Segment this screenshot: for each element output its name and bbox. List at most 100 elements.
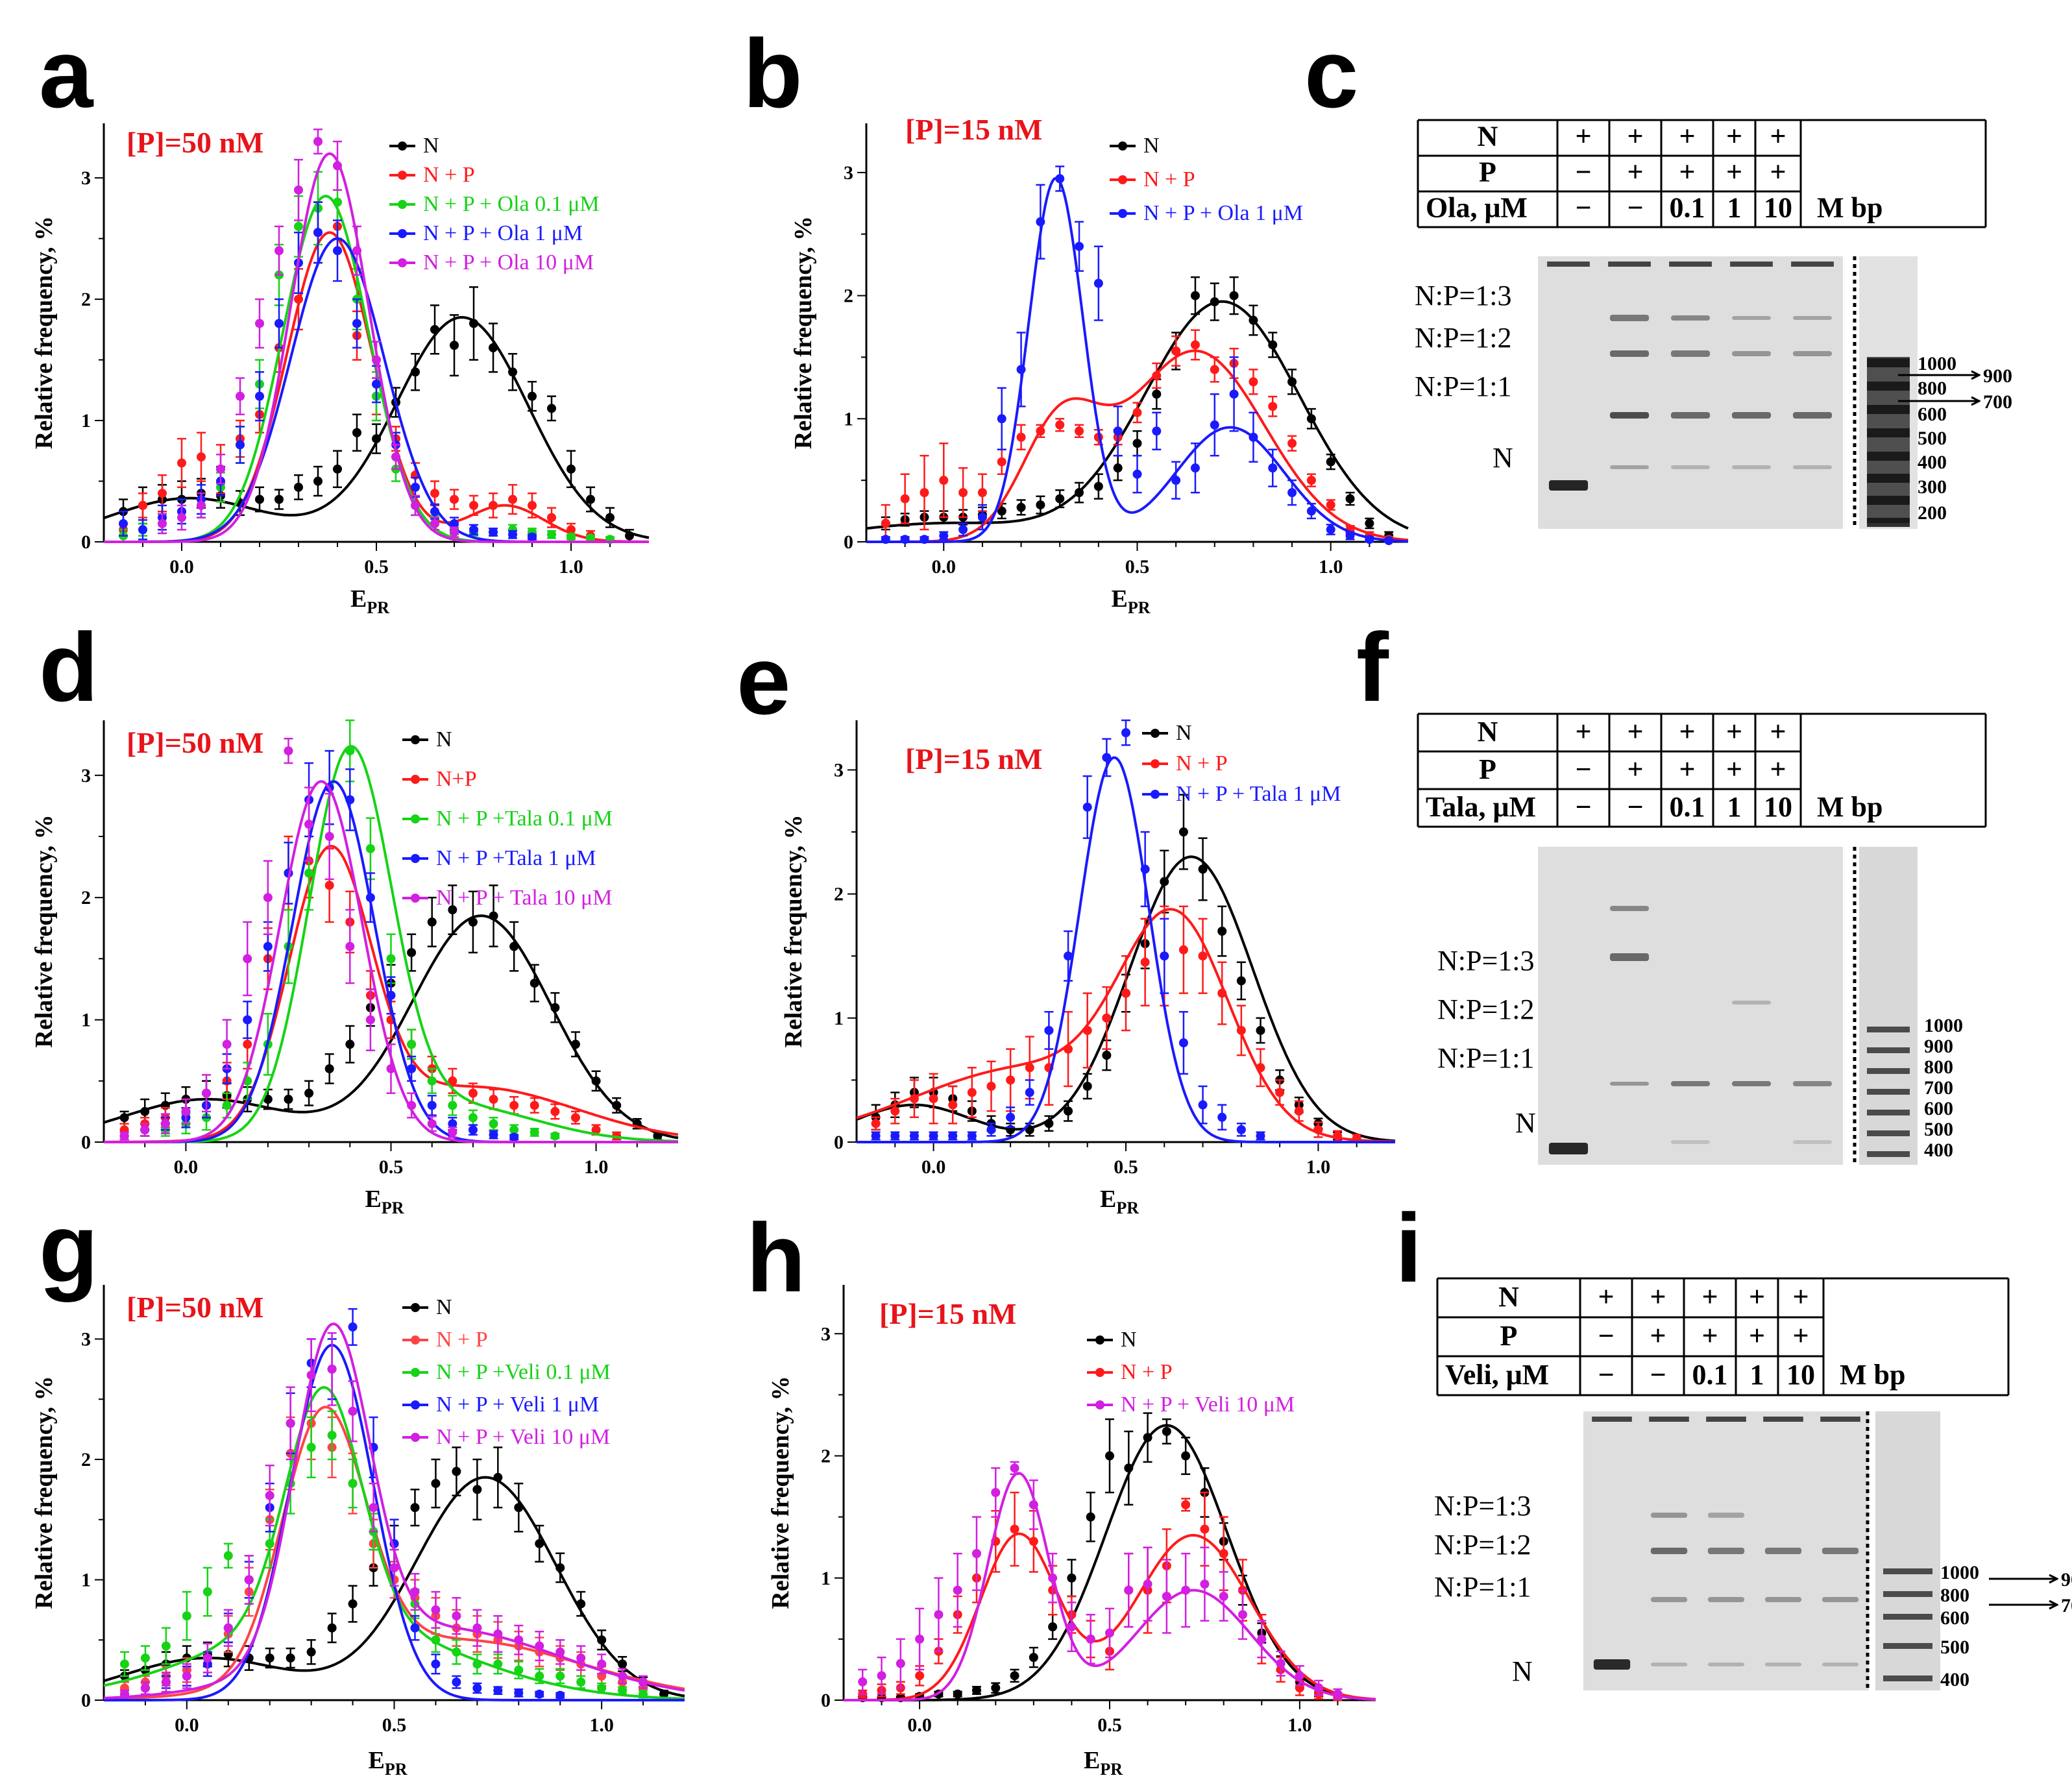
data-point (1016, 432, 1026, 442)
data-point (1132, 439, 1142, 448)
data-point (871, 1119, 881, 1128)
data-point (431, 1479, 441, 1489)
y-tick-label: 2 (81, 289, 91, 310)
legend-marker (1118, 209, 1127, 218)
y-tick-label: 1 (844, 408, 853, 430)
data-point (929, 1131, 938, 1141)
fit-curve (857, 756, 1395, 1143)
table-cell: 1 (1727, 192, 1742, 224)
data-point (372, 434, 381, 444)
condition-label: [P]=50 nM (127, 1291, 263, 1324)
panel-letter-g: g (39, 1193, 99, 1302)
x-tick-label: 0.5 (1114, 1156, 1138, 1178)
ladder-size-label: 400 (1940, 1669, 1969, 1690)
table-row-label: Tala, μM (1426, 791, 1536, 823)
legend-label: N + P +Tala 1 μM (436, 846, 596, 870)
series-4: N + P + Tala 10 μM (104, 738, 678, 1143)
fit-curve (103, 1385, 685, 1700)
data-point (591, 1125, 601, 1135)
data-point (1162, 1592, 1171, 1601)
ladder-size-label: 800 (1924, 1056, 1953, 1078)
legend-marker (1151, 759, 1160, 768)
data-point (427, 917, 437, 927)
legend-label: N + P + Ola 0.1 μM (423, 192, 600, 216)
data-point (1178, 827, 1188, 837)
legend-label: N + P + Ola 1 μM (423, 221, 583, 245)
data-point (1010, 1524, 1019, 1534)
x-tick-label: 1.0 (1287, 1714, 1312, 1736)
data-point (236, 440, 245, 450)
table-cell: + (1726, 121, 1742, 152)
gel-band (1822, 1663, 1859, 1666)
data-point (345, 942, 355, 951)
table-row-label: N (1478, 121, 1498, 152)
data-point (858, 1677, 868, 1687)
data-point (386, 990, 396, 1000)
table-cell: − (1575, 192, 1591, 224)
data-point (450, 518, 459, 528)
series-2: N + P + Ola 1 μM (866, 165, 1409, 546)
data-point (508, 367, 517, 377)
x-axis-label-subscript: PR (1128, 598, 1151, 617)
data-point (550, 1131, 560, 1141)
data-point (1075, 241, 1084, 251)
data-point (555, 1563, 565, 1572)
data-point (1121, 728, 1130, 738)
ladder-size-label: 800 (1918, 378, 1947, 399)
data-point (140, 1125, 150, 1135)
data-point (313, 137, 323, 147)
data-point (1268, 340, 1278, 350)
y-tick-label: 2 (821, 1446, 831, 1467)
data-point (1238, 1610, 1247, 1620)
data-point (871, 1131, 881, 1141)
data-point (450, 494, 459, 504)
data-point (119, 1689, 129, 1699)
data-point (1294, 1106, 1304, 1116)
y-tick-label: 2 (834, 884, 844, 905)
ladder-band (1867, 1027, 1910, 1032)
data-point (284, 1095, 293, 1104)
data-point (1029, 1500, 1038, 1509)
table-cell: + (1679, 156, 1695, 188)
fit-curve (866, 349, 1409, 543)
panel-letter-c: c (1304, 19, 1358, 128)
y-tick-label: 1 (834, 1008, 844, 1029)
data-point (550, 1106, 560, 1116)
data-point (1029, 1653, 1038, 1663)
data-point (489, 528, 498, 537)
data-point (1352, 1134, 1361, 1143)
data-point (365, 844, 375, 853)
ladder-size-label: 1000 (1918, 353, 1956, 374)
data-point (119, 1659, 129, 1669)
gel-well (1763, 1417, 1803, 1422)
ladder-size-label: 500 (1918, 428, 1947, 449)
data-point (448, 1127, 457, 1137)
table-row-label: N (1498, 1281, 1519, 1313)
data-point (1025, 1063, 1034, 1073)
data-point (1306, 506, 1316, 516)
data-point (1306, 476, 1316, 485)
x-tick-label: 0.0 (907, 1714, 932, 1736)
data-point (958, 488, 968, 498)
x-axis-label: EPR (365, 1186, 404, 1217)
y-tick-label: 2 (844, 286, 853, 307)
data-point (391, 452, 400, 462)
data-point (489, 1130, 498, 1139)
data-point (255, 494, 264, 504)
x-axis-label: EPR (1100, 1186, 1139, 1217)
complex-label: N:P=1:1 (1415, 371, 1512, 402)
fit-curve (866, 177, 1409, 543)
data-point (160, 1119, 170, 1128)
data-point (333, 197, 342, 207)
data-point (407, 947, 417, 957)
data-point (345, 1040, 355, 1049)
table-cell: + (1627, 156, 1643, 188)
data-point (576, 1653, 586, 1663)
data-point (1198, 1100, 1208, 1110)
data-point (452, 1677, 461, 1687)
data-point (177, 513, 186, 522)
data-point (1102, 753, 1112, 762)
y-tick-label: 0 (844, 531, 853, 553)
gel-band (1609, 953, 1650, 961)
gel-band (1707, 1548, 1745, 1554)
